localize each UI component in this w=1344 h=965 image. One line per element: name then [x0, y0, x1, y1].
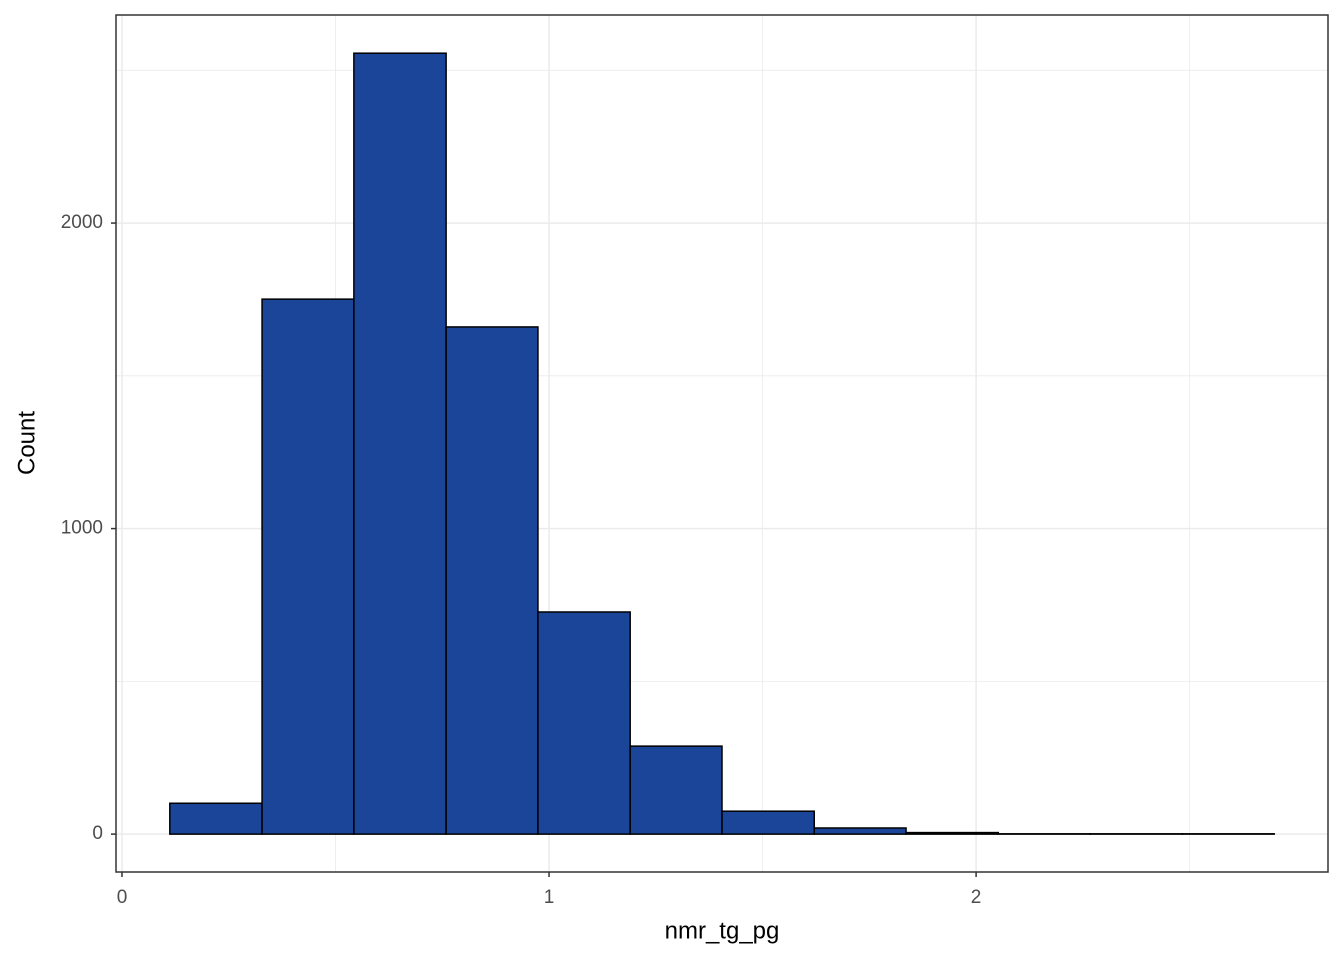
x-axis-title: nmr_tg_pg: [665, 917, 780, 944]
bar: [538, 612, 630, 834]
bar: [262, 299, 354, 834]
x-tick-label: 0: [117, 887, 128, 908]
x-tick-label: 2: [971, 887, 982, 908]
y-axis-title: Count: [13, 411, 40, 475]
bar: [354, 53, 446, 834]
y-tick-label: 0: [92, 823, 103, 844]
bar: [906, 833, 998, 835]
bar: [446, 327, 538, 834]
y-tick-label: 2000: [61, 212, 103, 233]
bar: [170, 803, 262, 834]
x-tick-label: 1: [544, 887, 555, 908]
bar: [814, 828, 906, 834]
bar: [630, 746, 722, 834]
y-tick-label: 1000: [61, 518, 103, 539]
bar: [722, 811, 814, 834]
